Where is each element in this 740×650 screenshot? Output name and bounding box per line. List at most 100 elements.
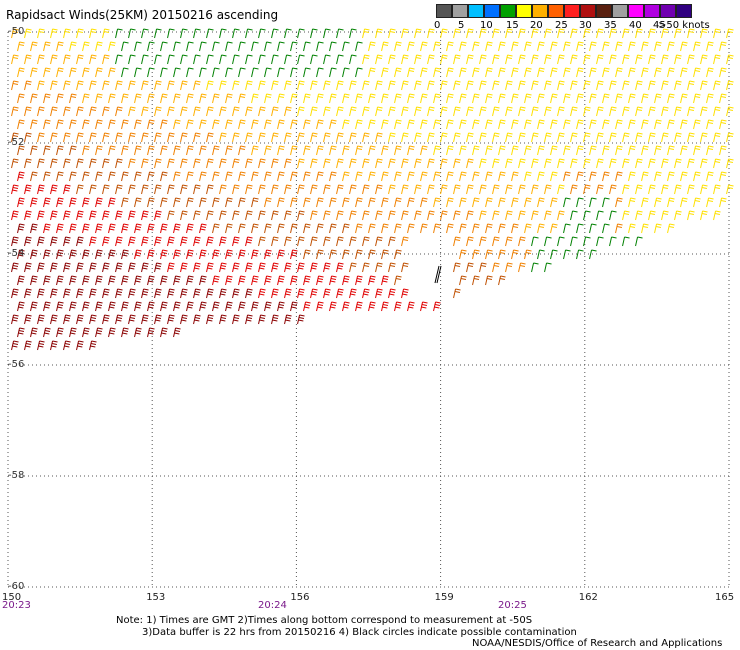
wind-barb (76, 184, 84, 195)
wind-barb (719, 41, 727, 52)
wind-barb (433, 301, 441, 312)
wind-barb (654, 171, 662, 182)
wind-barb (180, 184, 188, 195)
wind-barb (121, 275, 129, 286)
wind-barb (76, 210, 84, 221)
wind-barb (147, 223, 155, 234)
wind-barb (219, 28, 227, 39)
wind-barb (76, 106, 84, 117)
wind-barb (264, 41, 272, 52)
wind-barb (258, 28, 266, 39)
wind-barb (700, 132, 708, 143)
wind-barb (193, 158, 201, 169)
wind-barb (316, 41, 324, 52)
wind-barb (193, 236, 201, 247)
wind-barb (524, 249, 532, 260)
wind-barb (206, 106, 214, 117)
wind-barb (401, 28, 409, 39)
wind-barb (453, 158, 461, 169)
wind-barb (641, 93, 649, 104)
wind-barb (537, 171, 545, 182)
wind-barb (453, 262, 461, 273)
wind-barb (693, 145, 701, 156)
wind-barb (498, 41, 506, 52)
wind-barb (69, 275, 77, 286)
wind-barb (11, 236, 19, 247)
wind-barb (537, 93, 545, 104)
wind-barb (238, 41, 246, 52)
wind-barb (50, 28, 58, 39)
wind-barb (43, 119, 51, 130)
wind-barb (427, 184, 435, 195)
wind-barb (368, 93, 376, 104)
wind-barb (225, 223, 233, 234)
wind-barb (466, 106, 474, 117)
wind-barb (433, 119, 441, 130)
wind-barb (180, 106, 188, 117)
wind-barb (576, 171, 584, 182)
wind-barb (485, 171, 493, 182)
wind-barb (56, 145, 64, 156)
wind-barb (602, 171, 610, 182)
wind-barb (329, 67, 337, 78)
wind-barb (700, 106, 708, 117)
wind-barb (570, 158, 578, 169)
wind-barb (440, 106, 448, 117)
wind-barb (687, 210, 695, 221)
wind-barb (56, 67, 64, 78)
wind-barb (251, 119, 259, 130)
latitude-label: -58 (8, 470, 25, 481)
wind-barb (368, 119, 376, 130)
wind-barb (355, 223, 363, 234)
wind-barb (453, 288, 461, 299)
wind-barb (167, 184, 175, 195)
wind-barb (50, 262, 58, 273)
wind-barb (17, 197, 25, 208)
wind-barb (453, 132, 461, 143)
wind-barb (719, 93, 727, 104)
wind-barb (82, 249, 90, 260)
wind-barb (648, 210, 656, 221)
wind-barb (264, 119, 272, 130)
wind-barb (128, 54, 136, 65)
wind-barb (108, 171, 116, 182)
legend-swatch (596, 4, 612, 18)
wind-barb (615, 171, 623, 182)
wind-barb (238, 119, 246, 130)
wind-barb (453, 236, 461, 247)
wind-barb (303, 223, 311, 234)
wind-barb (303, 67, 311, 78)
wind-barb (557, 28, 565, 39)
longitude-label: 150 (2, 592, 22, 603)
wind-barb (706, 171, 714, 182)
wind-barb (297, 28, 305, 39)
wind-barb (108, 67, 116, 78)
wind-barb (199, 41, 207, 52)
wind-barb (622, 54, 630, 65)
wind-barb (277, 275, 285, 286)
legend-swatch (564, 4, 580, 18)
wind-barb (303, 301, 311, 312)
wind-barb (89, 314, 97, 325)
wind-barb (134, 197, 142, 208)
wind-barb (563, 223, 571, 234)
wind-barb (238, 197, 246, 208)
wind-barb (635, 158, 643, 169)
wind-barb (648, 80, 656, 91)
wind-barb (17, 145, 25, 156)
wind-barb (232, 106, 240, 117)
wind-barb (648, 184, 656, 195)
wind-barb (706, 41, 714, 52)
wind-barb (485, 67, 493, 78)
wind-barb (362, 262, 370, 273)
wind-barb (121, 171, 129, 182)
wind-barb (108, 275, 116, 286)
wind-barb (316, 249, 324, 260)
wind-barb (24, 184, 32, 195)
wind-barb (479, 158, 487, 169)
wind-barb (284, 132, 292, 143)
wind-barb (219, 80, 227, 91)
wind-barb (518, 210, 526, 221)
wind-barb (212, 249, 220, 260)
wind-barb (43, 249, 51, 260)
